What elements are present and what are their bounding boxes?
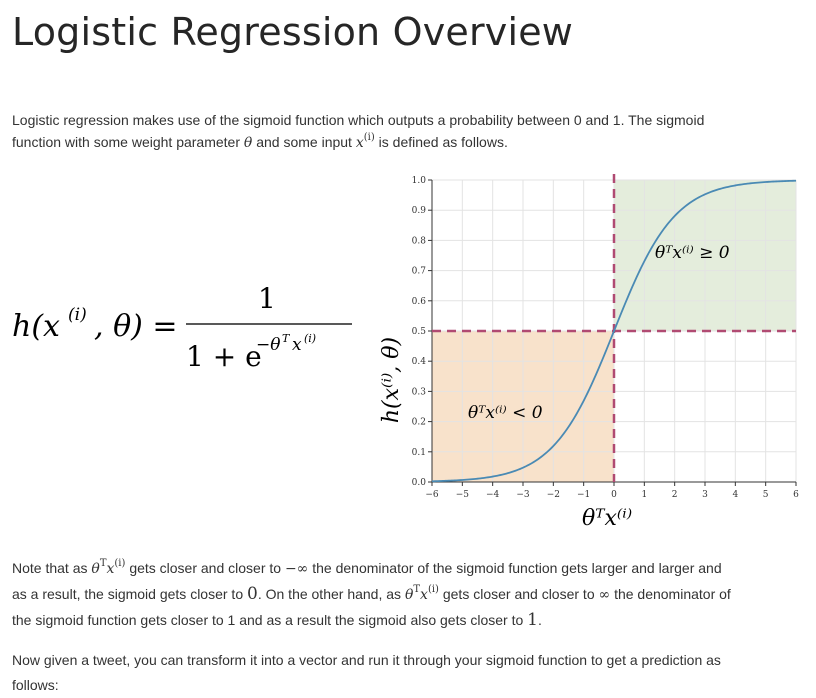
x-tick-label: 3 <box>702 490 708 500</box>
annotation-positive: θᵀx⁽ⁱ⁾ ≥ 0 <box>655 243 730 263</box>
final-line-2: follows: <box>12 677 59 693</box>
superscript-i: (i) <box>363 132 375 143</box>
x-tick-label: 2 <box>672 490 678 500</box>
note-text-a3: the denominator of the sigmoid function … <box>312 560 722 576</box>
y-axis-label: h(x⁽ⁱ⁾, θ) <box>379 337 404 423</box>
x-tick-label: −1 <box>577 490 590 500</box>
note-sup-2: (i) <box>427 584 439 595</box>
negative-infinity: −∞ <box>284 561 309 577</box>
note-text-b2: . On the other hand, as <box>257 586 402 602</box>
note-theta-2: θ <box>404 587 414 603</box>
y-tick-label: 1.0 <box>412 176 427 186</box>
annotation-negative: θᵀx⁽ⁱ⁾ < 0 <box>468 403 543 423</box>
x-axis-label: θᵀx⁽ⁱ⁾ <box>582 506 632 530</box>
formula-exponent-theta: −θ <box>256 335 280 355</box>
y-tick-label: 0.0 <box>412 478 427 488</box>
note-text-a1: Note that as <box>12 560 88 576</box>
x-tick-label: 5 <box>763 490 769 500</box>
y-tick-label: 0.9 <box>412 206 427 216</box>
formula-lhs-h: h(x <box>12 309 60 344</box>
intro-text-a: function with some weight parameter <box>12 134 240 150</box>
formula-numerator: 1 <box>258 282 276 315</box>
note-text-c2: . <box>538 612 542 628</box>
formula-denominator: 1 + e <box>186 340 262 372</box>
y-tick-label: 0.8 <box>412 236 427 246</box>
note-text-c1: the sigmoid function gets closer to 1 an… <box>12 612 524 628</box>
note-text-b3: gets closer and closer to <box>442 586 595 602</box>
note-text-b4: the denominator of <box>614 586 731 602</box>
note-x-1: x <box>106 561 115 577</box>
sigmoid-curve <box>431 179 797 483</box>
note-t-1: T <box>99 558 107 569</box>
x-tick-label: 6 <box>793 490 799 500</box>
x-symbol: x <box>355 135 364 151</box>
y-tick-label: 0.7 <box>412 267 427 277</box>
sigmoid-formula: h(x (i) , θ) = 1 1 + e −θ T x (i) <box>12 282 352 372</box>
x-tick-label: 4 <box>732 490 738 500</box>
x-tick-label: 0 <box>611 490 617 500</box>
formula-exponent-x: x <box>292 335 302 355</box>
sigmoid-chart: −6 −5 −4 −3 −2 −1 0 1 2 3 4 5 6 0.0 0.1 0.2 0.3 0.4 0.5 0.6… <box>379 174 799 530</box>
formula-exponent-t: T <box>282 332 291 345</box>
y-tick-label: 0.2 <box>412 418 426 428</box>
note-theta-1: θ <box>91 561 100 577</box>
positive-infinity: ∞ <box>598 587 611 603</box>
formula-lhs-superscript: (i) <box>68 305 87 325</box>
note-text-a2: gets closer and closer to <box>129 560 282 576</box>
final-line-1: Now given a tweet, you can transform it … <box>12 652 721 668</box>
y-tick-label: 0.3 <box>412 387 427 397</box>
note-x-2: x <box>420 587 428 603</box>
note-paragraph: Note that as θTx(i) gets closer and clos… <box>12 556 802 633</box>
note-text-b1: as a result, the sigmoid gets closer to <box>12 586 244 602</box>
intro-line-1: Logistic regression makes use of the sig… <box>12 112 705 128</box>
intro-text-c: is defined as follows. <box>378 134 508 150</box>
y-tick-label: 0.4 <box>412 357 427 367</box>
x-tick-label: −4 <box>486 490 500 500</box>
page-title: Logistic Regression Overview <box>12 10 574 54</box>
x-tick-label: 1 <box>641 490 647 500</box>
y-tick-label: 0.5 <box>412 327 427 337</box>
formula-lhs-rest: , θ) = <box>94 309 178 344</box>
theta-symbol: θ <box>243 135 253 151</box>
annotation-positive-theta: θᵀx⁽ⁱ⁾ ≥ 0 <box>655 243 730 263</box>
y-tick-label: 0.6 <box>412 297 427 307</box>
x-tick-label: −2 <box>547 490 560 500</box>
x-tick-label: −5 <box>456 490 470 500</box>
y-tick-label: 0.1 <box>412 448 426 458</box>
note-sup-1: (i) <box>114 558 126 569</box>
intro-paragraph: Logistic regression makes use of the sig… <box>12 109 802 154</box>
intro-text-b: and some input <box>256 134 352 150</box>
formula-exponent-superscript: (i) <box>304 332 316 345</box>
x-tick-label: −6 <box>425 490 439 500</box>
value-zero: 0 <box>247 584 258 604</box>
value-one: 1 <box>527 610 538 630</box>
note-t-2: T <box>413 584 421 595</box>
x-tick-label: −3 <box>516 490 530 500</box>
final-paragraph: Now given a tweet, you can transform it … <box>12 648 802 698</box>
annotation-negative-theta: θᵀx⁽ⁱ⁾ < 0 <box>468 403 543 423</box>
